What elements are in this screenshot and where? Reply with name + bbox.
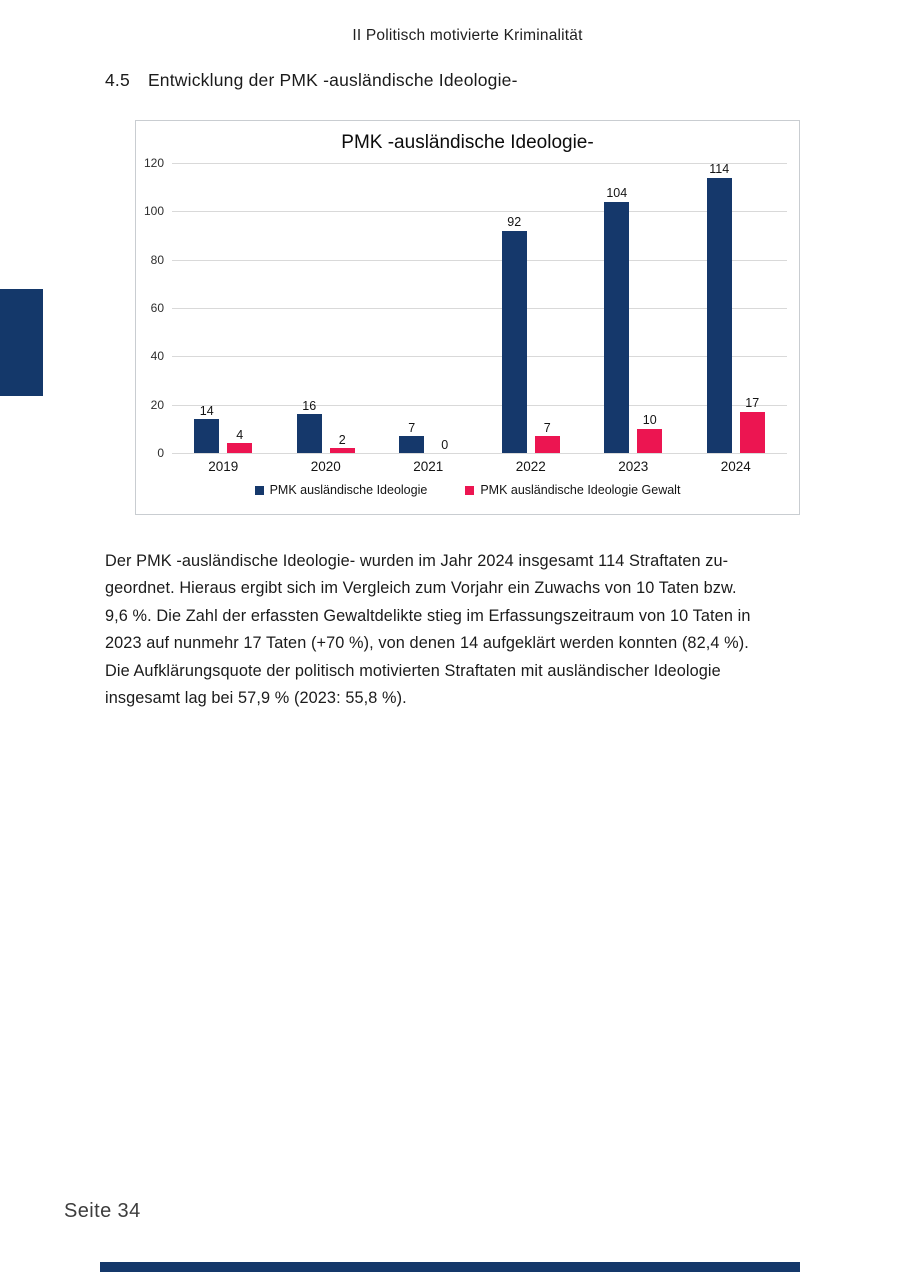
bar-column: 0 [432,163,457,453]
bar-column: 10 [637,163,663,453]
legend-entry: PMK ausländische Ideologie Gewalt [465,483,680,497]
gridline [172,211,787,213]
y-axis-tick-label: 0 [157,446,164,460]
bar-column: 4 [227,163,253,453]
bar-value-label: 14 [199,403,214,418]
paragraph-line: insgesamt lag bei 57,9 % (2023: 55,8 %). [105,689,407,708]
body-paragraph: Der PMK -ausländische Ideologie- wurden … [105,548,821,712]
x-axis-label: 2024 [720,459,751,474]
paragraph-line: 9,6 %. Die Zahl der erfassten Gewaltdeli… [105,606,751,625]
bar-column: 16 [296,163,322,453]
bar [501,230,527,453]
x-axis-label: 2023 [618,459,649,474]
bar-value-label: 2 [338,432,346,447]
gridline [172,453,787,454]
x-axis-label: 2022 [515,459,546,474]
legend-label: PMK ausländische Ideologie Gewalt [480,483,681,497]
legend-label: PMK ausländische Ideologie [269,483,428,497]
legend-swatch-icon [465,485,475,495]
section-number: 4.5 [105,70,130,90]
x-axis-label: 2019 [208,459,239,474]
section-heading: 4.5 Entwicklung der PMK -ausländische Id… [105,70,518,91]
legend-swatch-icon [254,485,264,495]
y-axis-tick-label: 120 [143,156,164,170]
bar-column: 7 [399,163,425,453]
x-axis-label: 2021 [413,459,444,474]
bar-group-2019: 14 4 [172,163,275,453]
running-header: II Politisch motivierte Kriminalität [352,27,583,44]
x-axis-label: 2020 [310,459,341,474]
section-title: Entwicklung der PMK -ausländische Ideolo… [147,70,518,90]
bar [637,428,663,453]
bar [194,419,220,453]
left-margin-accent-bar [0,289,43,396]
x-axis-labels: 2019 2020 2021 2022 2023 2024 [172,453,787,474]
bar [739,411,765,453]
bar-group-2022: 92 7 [480,163,583,453]
bar [399,436,425,453]
bar-column: 92 [501,163,527,453]
bar [534,436,560,453]
y-axis-tick-label: 40 [150,349,164,364]
bar [604,201,630,453]
bar-value-label: 10 [642,413,657,428]
bar-column: 7 [534,163,560,453]
bar-column: 114 [706,162,732,453]
bar-group-2024: 114 17 [685,163,788,453]
paragraph-line: Der PMK -ausländische Ideologie- wurden … [105,552,729,570]
y-axis-tick-label: 80 [150,252,164,267]
bar [227,443,253,453]
chart-title: PMK -ausländische Ideologie- [341,132,594,153]
chart-legend: PMK ausländische Ideologie PMK ausländisc… [136,483,799,497]
gridline [172,356,787,358]
paragraph-line: Die Aufklärungsquote der politisch motiv… [105,661,721,680]
bar [329,448,355,453]
bar-value-label: 7 [543,420,551,435]
page-number: Seite 34 [64,1200,141,1222]
bar-groups: 14 4 16 2 7 0 92 7 104 10 114 17 [172,163,787,453]
bottom-accent-bar [100,1262,800,1272]
bar-value-label: 92 [507,215,522,230]
bar [706,177,732,453]
chart-plot-area: 0 20 40 60 80 100 120 14 4 16 2 7 0 92 7 104 10 114 17 [144,156,787,460]
paragraph-line: 2023 auf nunmehr 17 Taten (+70 %), von d… [105,634,749,653]
chart: PMK -ausländische Ideologie- 0 20 40 60 80 10… [135,120,800,515]
bar-value-label: 114 [709,162,730,176]
paragraph-line: geordnet. Hieraus ergibt sich im Verglei… [105,579,737,598]
bar-value-label: 104 [606,186,628,201]
y-axis-tick-label: 60 [150,301,164,315]
gridline [172,308,787,309]
bar-column: 14 [194,163,220,453]
bar-value-label: 17 [745,396,760,411]
y-axis-tick-label: 20 [150,397,164,412]
gridline [172,404,787,406]
bar-value-label: 7 [408,420,416,435]
bar-group-2023: 104 10 [582,163,685,453]
y-axis-tick-label: 100 [143,204,164,219]
bar-value-label: 0 [441,437,449,452]
bar-column: 104 [604,163,630,453]
bar-column: 17 [739,163,765,453]
bar-value-label: 4 [236,427,244,442]
legend-entry: PMK ausländische Ideologie [254,483,428,497]
bar-column: 2 [329,163,355,453]
bar [296,414,322,453]
gridline [172,259,787,261]
bar-group-2020: 16 2 [275,163,378,453]
gridline [172,163,787,164]
bar-value-label: 16 [302,398,317,413]
